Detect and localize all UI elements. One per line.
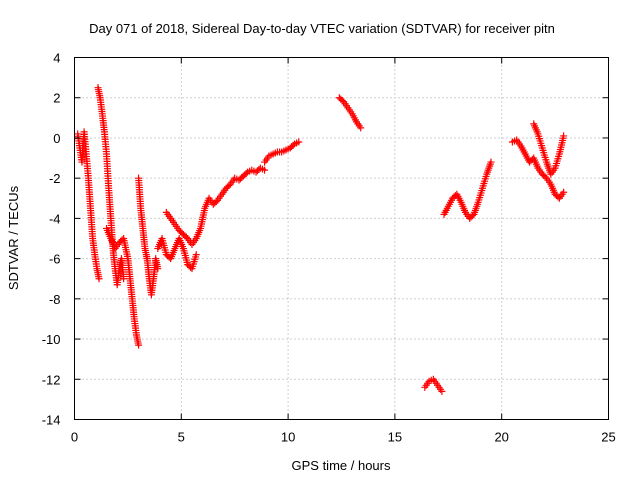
data-point <box>154 265 162 273</box>
data-point <box>95 275 103 283</box>
y-tick-label: 2 <box>53 91 60 106</box>
y-tick-labels: 4 2 0 -2 -4 -6 -8 -10 -12 -14 <box>42 51 61 428</box>
series-arc-11 <box>508 136 568 202</box>
series-arc-4 <box>135 174 162 299</box>
y-tick-label: -12 <box>42 372 61 387</box>
y-tick-label: -8 <box>49 292 61 307</box>
series-arc-3 <box>103 224 143 349</box>
y-tick-label: 4 <box>53 51 60 66</box>
x-tick-labels: 0 5 10 15 20 25 <box>71 430 616 445</box>
data-point <box>261 166 269 174</box>
y-tick-label: -10 <box>42 332 61 347</box>
data-point <box>135 341 143 349</box>
grid-lines <box>74 57 609 420</box>
data-point <box>120 275 128 283</box>
x-tick-label: 10 <box>281 430 295 445</box>
x-tick-label: 20 <box>494 430 508 445</box>
series-arc-2 <box>94 84 128 289</box>
y-axis-label: SDTVAR / TECUs <box>6 185 21 290</box>
x-tick-label: 5 <box>178 430 185 445</box>
x-tick-label: 0 <box>71 430 78 445</box>
series-arc-12 <box>530 120 568 178</box>
y-tick-label: -4 <box>49 211 61 226</box>
data-point <box>560 188 568 196</box>
series-arc-7 <box>261 138 303 166</box>
y-tick-label: -2 <box>49 171 61 186</box>
data-point <box>289 141 297 149</box>
axis-ticks <box>74 57 609 420</box>
plot-frame <box>74 57 609 420</box>
data-point <box>438 387 446 395</box>
y-tick-label: 0 <box>53 131 60 146</box>
series-arc-6 <box>162 164 269 249</box>
series-arc-5 <box>154 235 200 273</box>
data-markers <box>74 84 568 395</box>
data-point <box>560 132 568 140</box>
data-point <box>295 138 303 146</box>
x-axis-label: GPS time / hours <box>292 458 391 473</box>
y-tick-label: -6 <box>49 252 61 267</box>
series-arc-9 <box>421 375 446 395</box>
data-point <box>192 251 200 259</box>
x-tick-label: 25 <box>601 430 615 445</box>
y-tick-label: -14 <box>42 413 61 428</box>
data-point <box>357 124 365 132</box>
data-point <box>242 169 250 177</box>
chart-title: Day 071 of 2018, Sidereal Day-to-day VTE… <box>89 21 555 36</box>
series-arc-1 <box>74 128 103 283</box>
series-arc-8 <box>335 94 365 132</box>
x-tick-label: 15 <box>388 430 402 445</box>
data-point <box>487 158 495 166</box>
series-arc-10 <box>440 158 495 222</box>
